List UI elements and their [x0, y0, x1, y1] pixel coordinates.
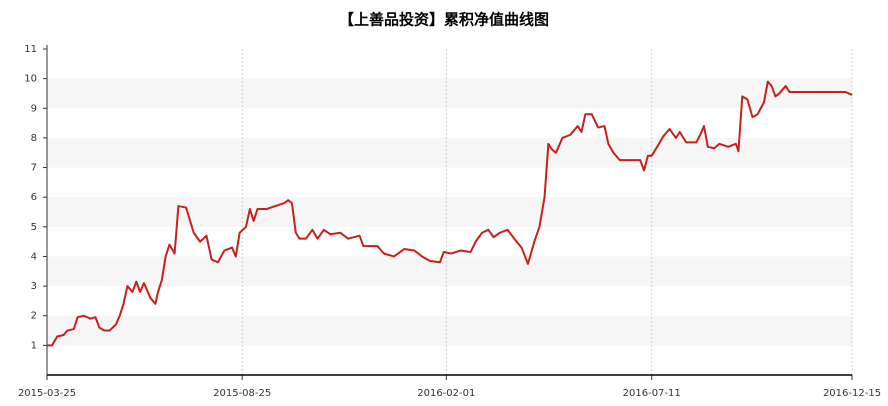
y-tick-label: 2 — [31, 311, 37, 322]
data-line — [47, 80, 853, 347]
grid-band — [47, 256, 852, 287]
grid-band — [47, 78, 852, 109]
x-tick-label: 2016-12-15 — [823, 388, 881, 399]
y-tick-label: 6 — [31, 192, 37, 203]
y-tick-label: 7 — [31, 163, 37, 174]
grid-band — [47, 137, 852, 168]
y-tick-label: 3 — [31, 281, 37, 292]
y-tick-label: 8 — [31, 133, 37, 144]
x-tick-label: 2016-02-01 — [417, 388, 475, 399]
y-tick-label: 9 — [31, 103, 37, 114]
x-tick-label: 2016-07-11 — [623, 388, 681, 399]
y-tick-label: 5 — [31, 222, 37, 233]
x-tick-label: 2015-03-25 — [18, 388, 76, 399]
y-tick-label: 1 — [31, 340, 37, 351]
y-tick-label: 10 — [24, 74, 37, 85]
chart-title: 【上善品投资】累积净值曲线图 — [339, 11, 549, 29]
y-tick-label: 11 — [24, 44, 37, 55]
x-tick-label: 2015-08-25 — [213, 388, 271, 399]
y-tick-label: 4 — [31, 251, 37, 262]
grid-band — [47, 315, 852, 346]
grid-band — [47, 197, 852, 227]
